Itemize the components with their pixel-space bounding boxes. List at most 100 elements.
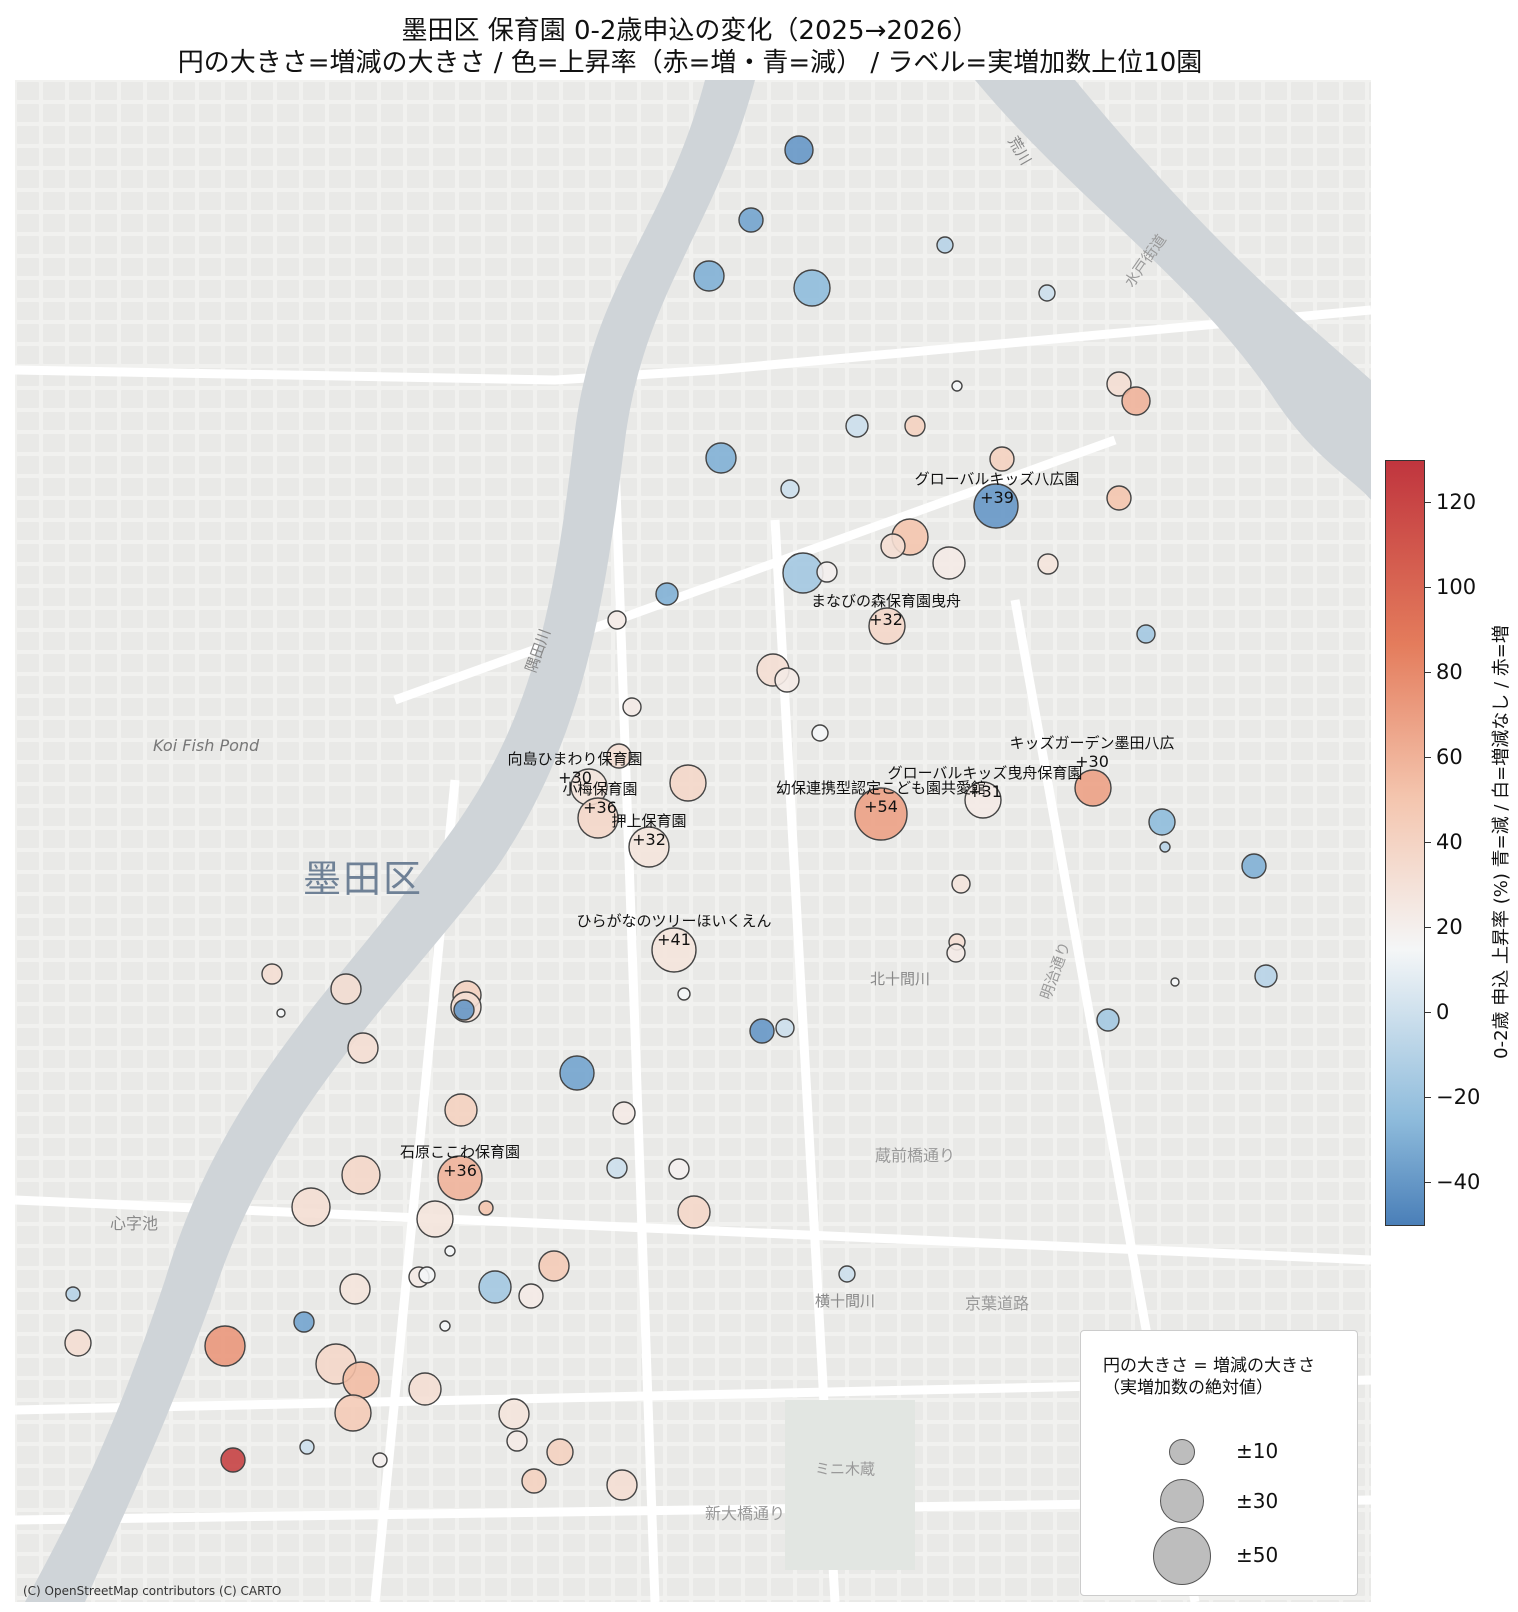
nursery-bubble[interactable]	[655, 582, 679, 606]
nursery-value-label: +30	[558, 768, 592, 787]
nursery-bubble[interactable]	[845, 414, 869, 438]
map-canvas[interactable]: 墨田区 Koi Fish Pond 心字池 北十間川 横十間川 京葉道路 蔵前橋…	[15, 80, 1371, 1602]
nursery-bubble[interactable]	[521, 1468, 547, 1494]
chart-subtitle: 円の大きさ=増減の大きさ / 色=上昇率（赤=増・青=減） / ラベル=実増加数…	[177, 48, 1203, 78]
nursery-bubble[interactable]	[854, 787, 908, 841]
nursery-bubble[interactable]	[693, 260, 725, 292]
nursery-name-label: 押上保育園	[611, 812, 687, 830]
nursery-bubble[interactable]	[546, 1438, 574, 1466]
nursery-bubble[interactable]	[669, 764, 707, 802]
nursery-bubble[interactable]	[1148, 808, 1176, 836]
legend-label: ±50	[1236, 1543, 1279, 1567]
nursery-bubble[interactable]	[793, 269, 831, 307]
nursery-bubble[interactable]	[1170, 977, 1180, 987]
nursery-bubble[interactable]	[518, 1283, 544, 1309]
nursery-bubble[interactable]	[64, 1329, 92, 1357]
nursery-bubble[interactable]	[293, 1311, 315, 1333]
nursery-bubble[interactable]	[749, 1018, 775, 1044]
nursery-bubble[interactable]	[784, 135, 814, 165]
nursery-bubble[interactable]	[444, 1245, 456, 1257]
nursery-bubble[interactable]	[408, 1372, 442, 1406]
nursery-bubble[interactable]	[868, 607, 906, 645]
nursery-bubble[interactable]	[1096, 1008, 1120, 1032]
nursery-bubble[interactable]	[506, 1430, 528, 1452]
nursery-bubble[interactable]	[1106, 371, 1132, 397]
nursery-bubble[interactable]	[973, 483, 1019, 529]
nursery-bubble[interactable]	[437, 1155, 483, 1201]
nursery-bubble[interactable]	[444, 1093, 478, 1127]
nursery-bubble[interactable]	[951, 380, 963, 392]
nursery-bubble[interactable]	[341, 1155, 381, 1195]
nursery-bubble[interactable]	[651, 927, 697, 973]
nursery-bubble[interactable]	[1121, 386, 1151, 416]
colorbar	[1385, 460, 1425, 1226]
nursery-bubble[interactable]	[880, 533, 906, 559]
nursery-bubble[interactable]	[220, 1447, 246, 1473]
nursery-bubble[interactable]	[964, 781, 1002, 819]
nursery-bubble[interactable]	[606, 1469, 638, 1501]
nursery-bubble[interactable]	[559, 1055, 595, 1091]
nursery-bubble[interactable]	[261, 963, 283, 985]
nursery-bubble[interactable]	[668, 1158, 690, 1180]
yokojukkenkawa-label: 横十間川	[815, 1292, 876, 1310]
nursery-bubble[interactable]	[478, 1200, 494, 1216]
nursery-bubble[interactable]	[339, 1273, 371, 1305]
nursery-bubble[interactable]	[204, 1325, 246, 1367]
nursery-bubble[interactable]	[65, 1286, 81, 1302]
nursery-bubble[interactable]	[607, 610, 627, 630]
nursery-bubble[interactable]	[677, 1195, 711, 1229]
nursery-bubble[interactable]	[606, 743, 632, 769]
nursery-bubble[interactable]	[774, 667, 800, 693]
nursery-bubble[interactable]	[677, 987, 691, 1001]
nursery-value-label: +36	[583, 798, 617, 817]
nursery-bubble[interactable]	[439, 1320, 451, 1332]
nursery-bubble[interactable]	[838, 1265, 856, 1283]
nursery-value-label: +31	[968, 782, 1002, 801]
nursery-bubble[interactable]	[498, 1398, 530, 1430]
colorbar-tick	[1424, 757, 1431, 759]
nursery-bubble[interactable]	[989, 446, 1015, 472]
nursery-bubble[interactable]	[738, 207, 764, 233]
koi-pond-label: Koi Fish Pond	[153, 736, 260, 755]
nursery-bubble[interactable]	[1074, 769, 1112, 807]
nursery-bubble[interactable]	[276, 1008, 286, 1018]
nursery-bubble[interactable]	[478, 1270, 512, 1304]
nursery-bubble[interactable]	[811, 724, 829, 742]
nursery-bubble[interactable]	[1038, 284, 1056, 302]
map-base	[15, 80, 1371, 1602]
nursery-bubble[interactable]	[628, 826, 670, 868]
colorbar-tick-label: 80	[1436, 660, 1463, 685]
nursery-bubble[interactable]	[816, 561, 838, 583]
nursery-bubble[interactable]	[1254, 964, 1278, 988]
nursery-bubble[interactable]	[932, 546, 966, 580]
nursery-bubble[interactable]	[347, 1032, 379, 1064]
nursery-bubble[interactable]	[291, 1187, 331, 1227]
nursery-bubble[interactable]	[299, 1439, 315, 1455]
nursery-bubble[interactable]	[606, 1157, 628, 1179]
nursery-bubble[interactable]	[780, 479, 800, 499]
nursery-bubble[interactable]	[330, 973, 362, 1005]
nursery-bubble[interactable]	[372, 1452, 388, 1468]
nursery-bubble[interactable]	[1159, 841, 1171, 853]
nursery-bubble[interactable]	[904, 415, 926, 437]
legend-circle	[1169, 1439, 1195, 1465]
nursery-bubble[interactable]	[1106, 485, 1132, 511]
nursery-bubble[interactable]	[334, 1394, 372, 1432]
nursery-bubble[interactable]	[946, 943, 966, 963]
nursery-bubble[interactable]	[951, 874, 971, 894]
nursery-bubble[interactable]	[342, 1361, 380, 1399]
nursery-bubble[interactable]	[936, 236, 954, 254]
nursery-bubble[interactable]	[622, 697, 642, 717]
nursery-bubble[interactable]	[1241, 853, 1267, 879]
nursery-bubble[interactable]	[577, 797, 619, 839]
nursery-bubble[interactable]	[1136, 624, 1156, 644]
nursery-bubble[interactable]	[705, 442, 737, 474]
nursery-bubble[interactable]	[1037, 553, 1059, 575]
nursery-bubble[interactable]	[453, 999, 475, 1021]
nursery-bubble[interactable]	[418, 1266, 436, 1284]
nursery-bubble[interactable]	[538, 1250, 570, 1282]
nursery-bubble[interactable]	[416, 1200, 454, 1238]
nursery-bubble[interactable]	[612, 1101, 636, 1125]
chart-title: 墨田区 保育園 0-2歳申込の変化（2025→2026）	[401, 16, 979, 46]
nursery-bubble[interactable]	[775, 1018, 795, 1038]
